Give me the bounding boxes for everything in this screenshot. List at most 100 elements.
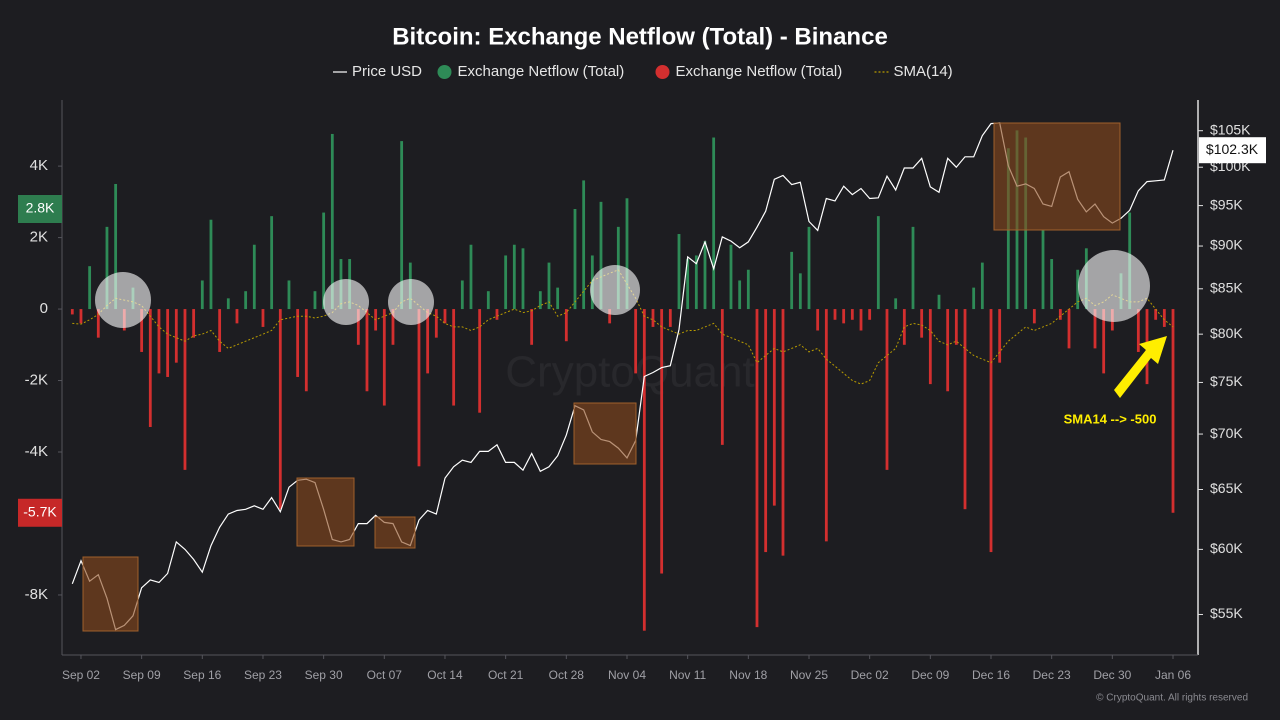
bar xyxy=(634,309,638,374)
bar xyxy=(1162,309,1166,327)
bar xyxy=(547,262,551,310)
bar xyxy=(1076,269,1080,310)
bar xyxy=(564,309,568,342)
y-tick-label: -8K xyxy=(25,586,48,603)
y2-tick-label: $55K xyxy=(1210,605,1243,621)
bar xyxy=(252,244,256,310)
x-tick-label: Oct 21 xyxy=(488,668,524,682)
bar xyxy=(937,294,941,310)
axes xyxy=(58,100,1203,659)
bar xyxy=(157,309,161,374)
highlight-box xyxy=(993,122,1121,231)
bar xyxy=(894,298,898,310)
x-tick-label: Sep 23 xyxy=(244,668,282,682)
arrow xyxy=(1114,336,1167,398)
bar xyxy=(807,226,811,310)
bar xyxy=(278,309,282,510)
bar xyxy=(209,219,213,310)
y-tick-label: -2K xyxy=(25,372,48,389)
bar xyxy=(859,309,863,331)
bar xyxy=(460,280,464,310)
watermark: CryptoQuant xyxy=(505,348,754,397)
highlight-box xyxy=(296,477,355,547)
bar xyxy=(876,216,880,310)
y-tick-label: 4K xyxy=(30,157,48,174)
price-badge xyxy=(1199,137,1266,164)
bar xyxy=(911,226,915,310)
highlight-circle xyxy=(1078,250,1150,322)
highlights: SMA14 --> -500 xyxy=(82,122,1167,632)
bar xyxy=(651,309,655,327)
bar xyxy=(790,251,794,310)
x-tick-label: Oct 07 xyxy=(367,668,403,682)
legend-label: Price USD xyxy=(352,63,422,80)
bar xyxy=(183,309,187,470)
bar xyxy=(148,309,152,427)
bar xyxy=(868,309,872,320)
bar xyxy=(443,309,447,324)
y-tick-label: -4K xyxy=(25,443,48,460)
legend-marker xyxy=(655,65,670,79)
bar xyxy=(946,309,950,392)
y-tick-label: 2K xyxy=(30,229,48,246)
bar xyxy=(720,309,724,445)
bar xyxy=(79,309,83,324)
bar xyxy=(573,208,577,310)
bar xyxy=(712,137,716,310)
bar xyxy=(478,309,482,413)
bar xyxy=(1067,309,1071,349)
bar xyxy=(192,309,196,338)
bar xyxy=(226,298,230,310)
bar xyxy=(200,280,204,310)
bar xyxy=(694,255,698,310)
x-tick-label: Dec 23 xyxy=(1033,668,1071,682)
x-tick-label: Dec 09 xyxy=(911,668,949,682)
bar xyxy=(954,309,958,345)
bar xyxy=(244,291,248,310)
highlight-circle xyxy=(323,279,369,325)
bar xyxy=(668,309,672,327)
bar xyxy=(235,309,239,324)
x-tick-label: Dec 30 xyxy=(1093,668,1131,682)
y2-tick-label: $95K xyxy=(1210,196,1243,212)
bar xyxy=(270,216,274,310)
bar xyxy=(313,291,317,310)
bar xyxy=(495,309,499,320)
bar xyxy=(556,287,560,310)
x-tick-label: Sep 02 xyxy=(62,668,100,682)
highlight-box xyxy=(374,516,416,549)
bar xyxy=(365,309,369,392)
bar xyxy=(660,309,664,574)
bar xyxy=(1171,309,1175,513)
y-tick-label: 0 xyxy=(40,300,48,317)
bar xyxy=(1102,309,1106,374)
bar xyxy=(625,198,629,310)
bar xyxy=(686,259,690,310)
bar xyxy=(1093,309,1097,349)
x-tick-label: Dec 16 xyxy=(972,668,1010,682)
bar xyxy=(816,309,820,331)
bar xyxy=(972,287,976,310)
annotation: SMA14 --> -500 xyxy=(1064,411,1157,426)
bar xyxy=(356,309,360,345)
bar xyxy=(729,244,733,310)
bar xyxy=(504,255,508,310)
bar xyxy=(764,309,768,553)
bar xyxy=(928,309,932,385)
bar xyxy=(1050,259,1054,310)
chart-title: Bitcoin: Exchange Netflow (Total) - Bina… xyxy=(392,23,888,50)
x-tick-label: Nov 18 xyxy=(729,668,767,682)
bar xyxy=(434,309,438,338)
bar xyxy=(582,180,586,310)
bar xyxy=(486,291,490,310)
x-tick-label: Sep 09 xyxy=(123,668,161,682)
bar xyxy=(1032,309,1036,324)
bar xyxy=(304,309,308,392)
bar xyxy=(1041,230,1045,310)
bar xyxy=(105,226,109,310)
bar xyxy=(1058,309,1062,320)
bar xyxy=(296,309,300,377)
bar xyxy=(746,269,750,310)
y2-tick-label: $80K xyxy=(1210,325,1243,341)
bar xyxy=(382,309,386,406)
